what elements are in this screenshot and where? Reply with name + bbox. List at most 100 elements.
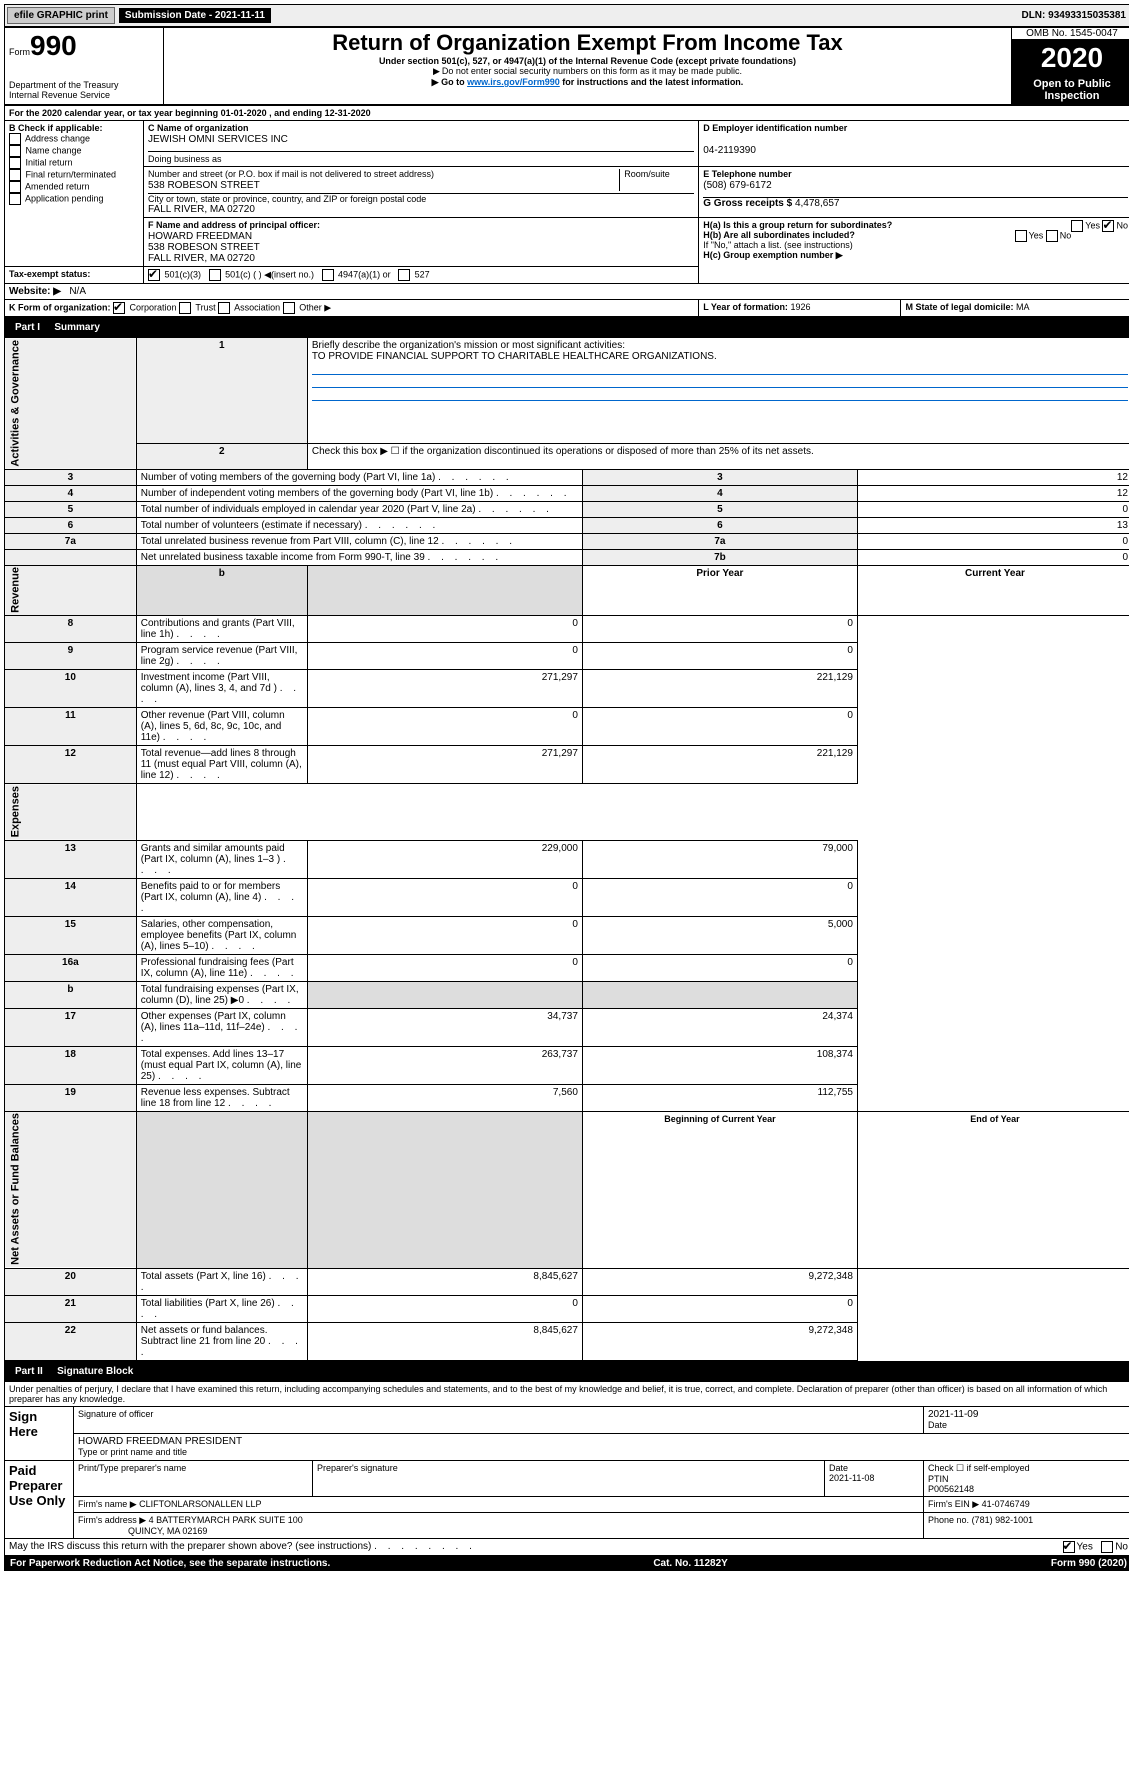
=: E Telephone number: [703, 169, 791, 179]
city: FALL RIVER, MA 02720: [148, 204, 255, 215]
prep-name-label: Print/Type preparer's name: [74, 1460, 313, 1496]
open-public: Open to Public Inspection: [1012, 76, 1129, 104]
type-name: Type or print name and title: [78, 1447, 187, 1457]
discuss-no[interactable]: [1101, 1541, 1113, 1553]
dba-label: Doing business as: [148, 151, 694, 164]
d-label: D Employer identification number: [703, 123, 847, 133]
tax-year: 2020: [1012, 40, 1129, 76]
f-label: F Name and address of principal officer:: [148, 220, 320, 230]
note2-suffix: for instructions and the latest informat…: [560, 77, 744, 87]
col-end: End of Year: [857, 1111, 1129, 1268]
period: For the 2020 calendar year, or tax year …: [5, 106, 1129, 121]
hb-no[interactable]: [1046, 230, 1058, 242]
b-opt-checkbox[interactable]: [9, 157, 21, 169]
b-opt-checkbox[interactable]: [9, 145, 21, 157]
part1-title: Summary: [54, 322, 100, 333]
ha-no[interactable]: [1102, 220, 1114, 232]
ha-yes[interactable]: [1071, 220, 1083, 232]
g-label: G Gross receipts $: [703, 198, 792, 209]
firm-ein-label: Firm's EIN ▶: [928, 1499, 979, 1509]
exp-label: Expenses: [5, 784, 137, 840]
note2-prefix: Go to: [441, 77, 467, 87]
rev-label: Revenue: [5, 565, 137, 616]
line1-label: Briefly describe the organization's miss…: [312, 340, 625, 351]
te-527: 527: [415, 269, 430, 279]
form-title: Return of Organization Exempt From Incom…: [168, 30, 1007, 56]
g-amount: 4,478,657: [795, 198, 840, 209]
k-label: K Form of organization:: [9, 302, 111, 312]
efile-button[interactable]: efile GRAPHIC print: [7, 7, 115, 24]
perjury: Under penalties of perjury, I declare th…: [5, 1381, 1129, 1406]
b-opt-checkbox[interactable]: [9, 133, 21, 145]
cb-501c[interactable]: [209, 269, 221, 281]
cb-501c3[interactable]: [148, 269, 160, 281]
cb-assoc[interactable]: [218, 302, 230, 314]
c-label: C Name of organization: [148, 123, 249, 133]
b-label: B Check if applicable:: [9, 123, 139, 133]
part1-header: Part I: [9, 320, 46, 335]
phone: (508) 679-6172: [703, 180, 771, 191]
cb-trust[interactable]: [179, 302, 191, 314]
submission-date: Submission Date - 2021-11-11: [119, 8, 271, 23]
city-label: City or town, state or province, country…: [148, 193, 694, 204]
ptin-label: PTIN: [928, 1474, 949, 1484]
hb-label: H(b) Are all subordinates included?: [703, 230, 855, 240]
k-other: Other ▶: [299, 302, 331, 312]
yes: Yes: [1077, 1541, 1093, 1552]
dln: DLN: 93493315035381: [1021, 10, 1129, 21]
org-name: JEWISH OMNI SERVICES INC: [148, 134, 288, 145]
prep-date: 2021-11-08: [829, 1473, 874, 1483]
self-emp: Check ☐ if self-employed: [928, 1463, 1030, 1473]
firm-addr: 4 BATTERYMARCH PARK SUITE 100: [149, 1515, 303, 1525]
k-corp: Corporation: [130, 302, 177, 312]
firm-name: CLIFTONLARSONALLEN LLP: [139, 1499, 261, 1509]
note1: Do not enter social security numbers on …: [168, 66, 1007, 77]
f-name: HOWARD FREEDMAN: [148, 231, 252, 242]
b-opt-checkbox[interactable]: [9, 181, 21, 193]
paid-preparer: Paid Preparer Use Only: [5, 1460, 74, 1538]
ha-label: H(a) Is this a group return for subordin…: [703, 220, 892, 230]
part2-header: Part II: [9, 1364, 49, 1379]
line2: Check this box ▶ ☐ if the organization d…: [307, 443, 1129, 469]
b-opt-checkbox[interactable]: [9, 169, 21, 181]
prep-sig-label: Preparer's signature: [313, 1460, 825, 1496]
cb-corp[interactable]: [113, 302, 125, 314]
footer: For Paperwork Reduction Act Notice, see …: [4, 1556, 1129, 1571]
form-footer: Form 990 (2020): [1051, 1558, 1127, 1569]
section-a: For the 2020 calendar year, or tax year …: [4, 105, 1129, 317]
cb-other[interactable]: [283, 302, 295, 314]
sig-officer: Signature of officer: [78, 1409, 919, 1419]
k-assoc: Association: [234, 302, 280, 312]
topbar: efile GRAPHIC print Submission Date - 20…: [4, 4, 1129, 27]
officer-name: HOWARD FREEDMAN PRESIDENT: [78, 1436, 242, 1447]
dept: Department of the Treasury Internal Reve…: [9, 80, 159, 100]
f-addr2: FALL RIVER, MA 02720: [148, 253, 255, 264]
hb-yes[interactable]: [1015, 230, 1027, 242]
date-label: Date: [928, 1420, 947, 1430]
note2-link[interactable]: www.irs.gov/Form990: [467, 77, 560, 87]
line-num: 1: [136, 338, 307, 444]
col-current: Current Year: [857, 565, 1129, 616]
subtitle: Under section 501(c), 527, or 4947(a)(1)…: [168, 56, 1007, 66]
te-4947: 4947(a)(1) or: [338, 269, 391, 279]
gov-label: Activities & Governance: [5, 338, 137, 470]
omb: OMB No. 1545-0047: [1012, 28, 1129, 40]
discuss: May the IRS discuss this return with the…: [9, 1541, 371, 1552]
col-begin: Beginning of Current Year: [582, 1111, 857, 1268]
ein: 04-2119390: [703, 145, 756, 156]
discuss-yes[interactable]: [1063, 1541, 1075, 1553]
part1: Part I Summary Activities & Governance 1…: [4, 317, 1129, 1361]
net-label: Net Assets or Fund Balances: [5, 1111, 137, 1268]
l-label: L Year of formation:: [703, 302, 788, 312]
cat: Cat. No. 11282Y: [653, 1558, 727, 1569]
line1-text: TO PROVIDE FINANCIAL SUPPORT TO CHARITAB…: [312, 351, 717, 362]
sign-here: Sign Here: [5, 1406, 74, 1460]
header-table: Form990 Department of the Treasury Inter…: [4, 27, 1129, 105]
b-opt-checkbox[interactable]: [9, 193, 21, 205]
sig-date: 2021-11-09: [928, 1409, 978, 1420]
cb-4947[interactable]: [322, 269, 334, 281]
cb-527[interactable]: [398, 269, 410, 281]
firm-city: QUINCY, MA 02169: [128, 1526, 207, 1536]
l-year: 1926: [790, 302, 810, 312]
addr-label: Number and street (or P.O. box if mail i…: [148, 169, 434, 179]
